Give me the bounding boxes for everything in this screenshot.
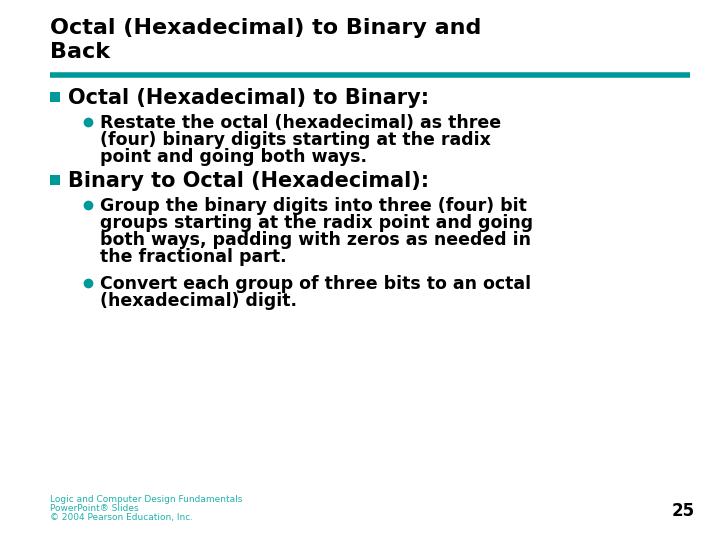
Text: (hexadecimal) digit.: (hexadecimal) digit. [100, 292, 297, 310]
Text: Group the binary digits into three (four) bit: Group the binary digits into three (four… [100, 197, 527, 215]
Text: Octal (Hexadecimal) to Binary and: Octal (Hexadecimal) to Binary and [50, 18, 482, 38]
Text: © 2004 Pearson Education, Inc.: © 2004 Pearson Education, Inc. [50, 513, 193, 522]
Text: Restate the octal (hexadecimal) as three: Restate the octal (hexadecimal) as three [100, 114, 501, 132]
Bar [50, 92, 60, 102]
Text: (four) binary digits starting at the radix: (four) binary digits starting at the rad… [100, 131, 491, 149]
Text: Convert each group of three bits to an octal: Convert each group of three bits to an o… [100, 275, 531, 293]
Text: groups starting at the radix point and going: groups starting at the radix point and g… [100, 214, 533, 232]
Text: 25: 25 [672, 502, 695, 520]
Text: PowerPoint® Slides: PowerPoint® Slides [50, 504, 139, 513]
Text: both ways, padding with zeros as needed in: both ways, padding with zeros as needed … [100, 231, 531, 249]
Text: Back: Back [50, 42, 110, 62]
Text: the fractional part.: the fractional part. [100, 248, 287, 266]
Text: point and going both ways.: point and going both ways. [100, 148, 367, 166]
Text: Octal (Hexadecimal) to Binary:: Octal (Hexadecimal) to Binary: [68, 88, 429, 108]
Bar [50, 175, 60, 185]
Text: Binary to Octal (Hexadecimal):: Binary to Octal (Hexadecimal): [68, 171, 429, 191]
Text: Logic and Computer Design Fundamentals: Logic and Computer Design Fundamentals [50, 495, 243, 504]
